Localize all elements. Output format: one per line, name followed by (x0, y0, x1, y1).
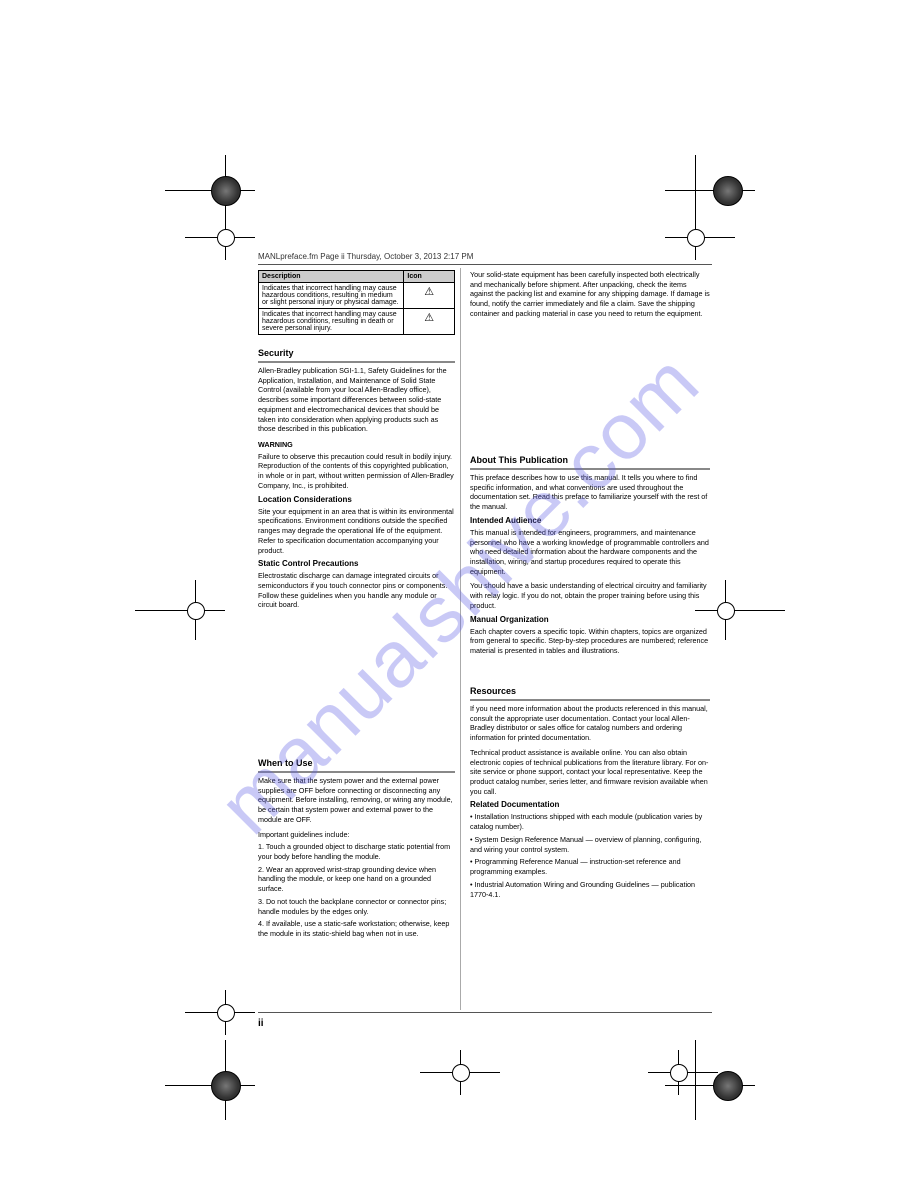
page-number: ii (258, 1018, 264, 1029)
body-text: If you need more information about the p… (470, 704, 710, 743)
section-title: When to Use (258, 758, 455, 768)
sub-head: Static Control Precautions (258, 559, 455, 568)
body-text: Electrostatic discharge can damage integ… (258, 571, 455, 610)
table-header: Icon (404, 271, 455, 283)
list: 1. Touch a grounded object to discharge … (258, 842, 455, 938)
section-rule (470, 468, 710, 470)
header-path: MANLpreface.fm Page ii Thursday, October… (258, 252, 473, 261)
sub-head: Manual Organization (470, 615, 710, 624)
body-text: Make sure that the system power and the … (258, 776, 455, 825)
warning-block: WARNING Failure to observe this precauti… (258, 440, 455, 491)
right-intro: Your solid-state equipment has been care… (470, 270, 710, 319)
left-section-security: Security Allen-Bradley publication SGI-1… (258, 348, 455, 610)
left-section-when: When to Use Make sure that the system po… (258, 758, 455, 942)
section-rule (258, 771, 455, 773)
section-rule (258, 361, 455, 363)
body-text: You should have a basic understanding of… (470, 581, 710, 610)
table-row: Indicates that incorrect handling may ca… (259, 283, 455, 309)
section-title: Security (258, 348, 455, 358)
body-text: Your solid-state equipment has been care… (470, 270, 710, 319)
crop-mark-tr (665, 155, 755, 245)
column-divider (460, 268, 461, 1010)
body-text: This manual is intended for engineers, p… (470, 528, 710, 577)
section-rule (470, 699, 710, 701)
icon-table: Description Icon Indicates that incorrec… (258, 270, 455, 335)
table-row: Indicates that incorrect handling may ca… (259, 309, 455, 335)
body-text: This preface describes how to use this m… (470, 473, 710, 512)
header-rule (258, 264, 712, 265)
crop-mark-tl (165, 155, 255, 245)
body-text: Each chapter covers a specific topic. Wi… (470, 627, 710, 656)
sub-head: Related Documentation (470, 800, 710, 809)
section-title: Resources (470, 686, 710, 696)
body-text: Important guidelines include: (258, 830, 455, 840)
crop-mark-bl (165, 1030, 255, 1120)
sub-head: Intended Audience (470, 516, 710, 525)
sub-head: Location Considerations (258, 495, 455, 504)
section-title: About This Publication (470, 455, 710, 465)
body-text: Technical product assistance is availabl… (470, 748, 710, 797)
right-section-resources: Resources If you need more information a… (470, 686, 710, 902)
right-section-about: About This Publication This preface desc… (470, 455, 710, 656)
footer-rule (258, 1012, 712, 1013)
table-header: Description (259, 271, 404, 283)
body-text: Allen-Bradley publication SGI-1.1, Safet… (258, 366, 455, 434)
body-text: Site your equipment in an area that is w… (258, 507, 455, 556)
list: • Installation Instructions shipped with… (470, 812, 710, 899)
